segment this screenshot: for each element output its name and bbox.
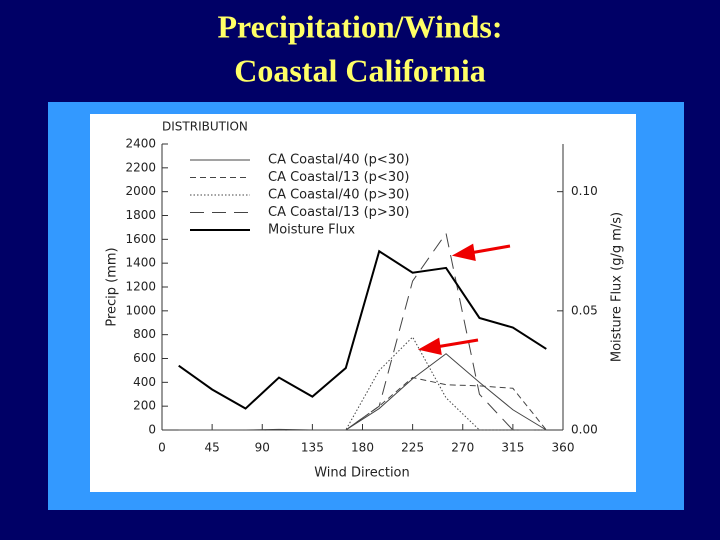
y-tick-label: 2000 <box>125 184 156 198</box>
series-line <box>178 232 547 431</box>
x-tick-label: 135 <box>301 441 324 455</box>
x-tick-label: 0 <box>158 441 166 455</box>
plot: 0200400600800100012001400160018002000220… <box>125 137 597 455</box>
y-tick-label: 2400 <box>125 137 156 151</box>
y-tick-label: 1800 <box>125 208 156 222</box>
legend-label: Moisture Flux <box>268 223 355 238</box>
y2-axis-label: Moisture Flux (g/g m/s) <box>610 212 625 362</box>
y-axis-label: Precip (mm) <box>105 247 120 326</box>
x-tick-label: 360 <box>552 441 575 455</box>
y-tick-label: 400 <box>133 375 156 389</box>
x-tick-label: 315 <box>501 441 524 455</box>
legend-label: CA Coastal/13 (p>30) <box>268 205 409 220</box>
chart-title: DISTRIBUTION <box>162 120 248 134</box>
x-tick-label: 90 <box>255 441 270 455</box>
slide-title: Coastal California <box>234 52 486 88</box>
legend-label: CA Coastal/40 (p<30) <box>268 153 409 168</box>
slide-title: Precipitation/Winds: <box>217 8 502 44</box>
series-line <box>178 377 547 431</box>
legend-label: CA Coastal/13 (p<30) <box>268 170 409 185</box>
y2-tick-label: 0.05 <box>571 303 598 317</box>
y2-tick-label: 0.00 <box>571 423 598 437</box>
y-tick-label: 1000 <box>125 303 156 317</box>
y-tick-label: 0 <box>148 423 156 437</box>
x-tick-label: 270 <box>451 441 474 455</box>
y2-tick-label: 0.10 <box>571 184 598 198</box>
y-tick-label: 1600 <box>125 232 156 246</box>
y-tick-label: 1400 <box>125 256 156 270</box>
legend-label: CA Coastal/40 (p>30) <box>268 188 409 203</box>
x-axis-label: Wind Direction <box>314 466 410 481</box>
annotation-arrow <box>417 243 511 355</box>
x-tick-label: 45 <box>204 441 219 455</box>
x-tick-label: 180 <box>351 441 374 455</box>
y-tick-label: 1200 <box>125 280 156 294</box>
series-line <box>178 336 547 431</box>
x-tick-label: 225 <box>401 441 424 455</box>
y-tick-label: 2200 <box>125 160 156 174</box>
y-tick-label: 200 <box>133 399 156 413</box>
y-tick-label: 600 <box>133 351 156 365</box>
y-tick-label: 800 <box>133 327 156 341</box>
series-line <box>178 249 547 410</box>
